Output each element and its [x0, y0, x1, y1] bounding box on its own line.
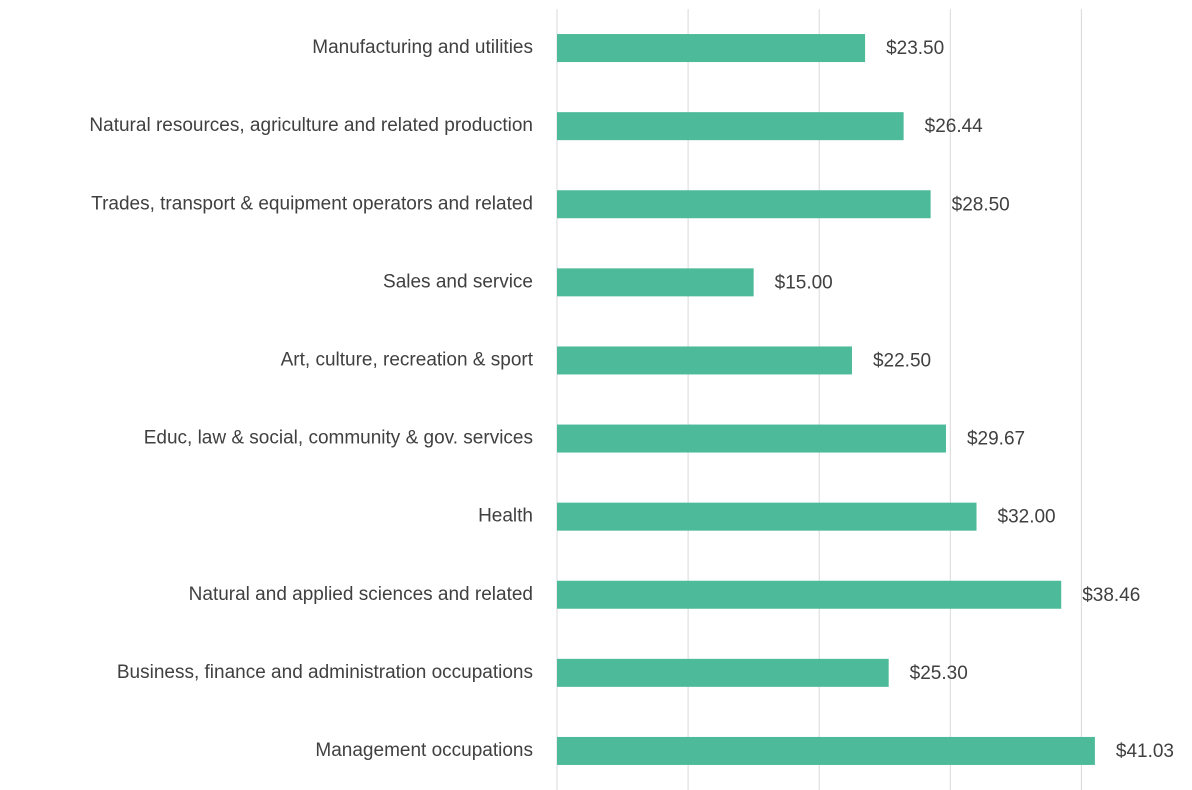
y-tick-label: Natural and applied sciences and related — [189, 584, 533, 605]
y-tick-label: Business, finance and administration occ… — [117, 662, 533, 683]
bar — [557, 190, 931, 219]
data-label: $28.50 — [952, 194, 1010, 215]
data-label: $25.30 — [910, 663, 968, 684]
bar — [557, 112, 904, 141]
data-label: $38.46 — [1082, 585, 1140, 606]
bar — [557, 658, 889, 687]
data-label: $23.50 — [886, 38, 944, 59]
data-label: $15.00 — [775, 272, 833, 293]
data-label: $29.67 — [967, 429, 1025, 450]
bar — [557, 268, 754, 297]
y-tick-label: Art, culture, recreation & sport — [281, 349, 534, 370]
bar — [557, 34, 866, 63]
y-tick-label: Natural resources, agriculture and relat… — [89, 115, 533, 136]
y-tick-label: Health — [478, 506, 533, 527]
data-label: $26.44 — [925, 116, 984, 137]
y-tick-label: Trades, transport & equipment operators … — [91, 193, 533, 214]
bar — [557, 736, 1095, 765]
bar — [557, 346, 852, 375]
bar — [557, 580, 1062, 609]
y-tick-label: Educ, law & social, community & gov. ser… — [144, 428, 533, 449]
y-tick-label: Manufacturing and utilities — [312, 37, 533, 58]
data-label: $32.00 — [998, 507, 1056, 528]
data-label: $41.03 — [1116, 741, 1174, 762]
y-tick-label: Sales and service — [383, 271, 533, 292]
data-label: $22.50 — [873, 350, 931, 371]
bar — [557, 424, 946, 453]
y-tick-label: Management occupations — [315, 740, 533, 761]
bar — [557, 502, 977, 531]
